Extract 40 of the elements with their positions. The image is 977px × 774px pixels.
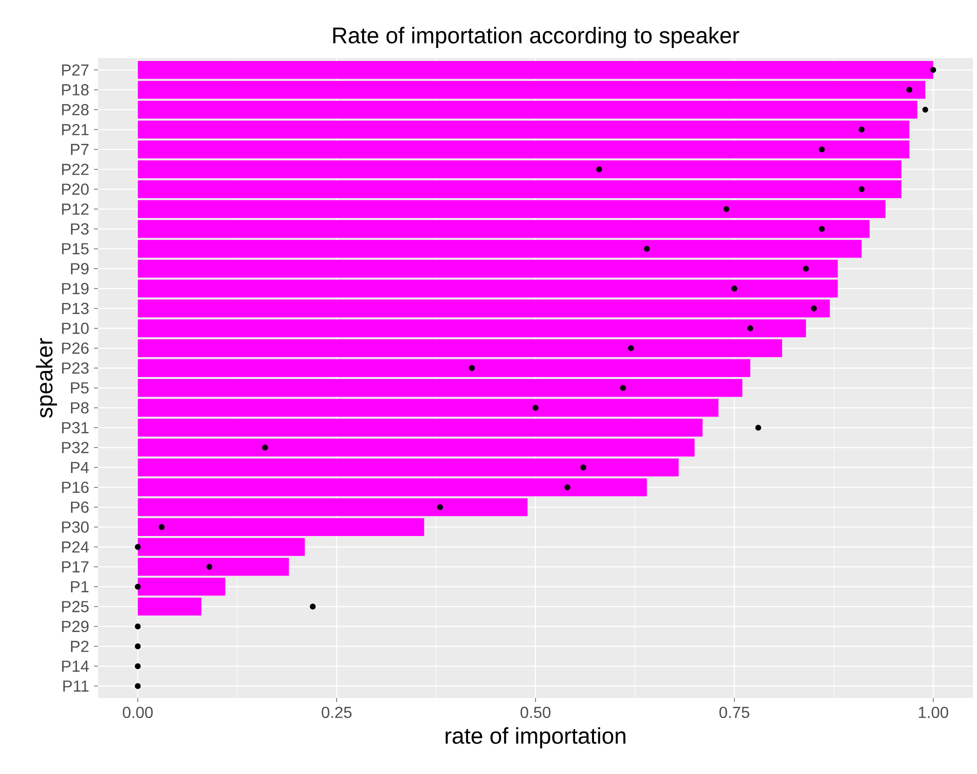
x-tick-label: 0.00	[122, 706, 153, 718]
y-tick-label: P10	[62, 322, 89, 334]
y-tick-label: P18	[62, 84, 89, 96]
y-tick-label: P20	[62, 184, 89, 195]
y-tick-label: P29	[62, 620, 89, 632]
y-tick-label: P31	[62, 422, 89, 434]
y-tick-label: P5	[71, 382, 89, 394]
y-tick-label: P28	[62, 104, 89, 116]
y-tick-label: P4	[71, 462, 89, 473]
x-tick-label: 1.00	[918, 706, 948, 718]
y-tick-label: P9	[71, 263, 89, 274]
y-tick-label: P13	[62, 302, 89, 314]
y-tick-label: P26	[62, 342, 89, 354]
y-tick-label: P27	[62, 64, 88, 76]
y-tick-label: P25	[62, 600, 89, 612]
y-tick-label: P14	[62, 660, 89, 672]
x-axis-title: rate of importation	[446, 727, 626, 748]
y-tick-label: P11	[63, 680, 89, 692]
y-tick-label: P12	[62, 203, 88, 215]
y-tick-label: P8	[71, 402, 89, 414]
y-tick-label: P19	[62, 282, 89, 294]
y-tick-label: P15	[62, 243, 89, 254]
x-tick-label: 0.75	[719, 706, 750, 718]
y-tick-label: P24	[62, 541, 89, 553]
y-tick-label: P32	[62, 442, 88, 454]
y-axis-title: speaker	[36, 338, 58, 418]
x-tick-label: 0.50	[520, 706, 550, 718]
y-tick-label: P17	[62, 561, 88, 572]
chart-title: Rate of importation according to speaker	[333, 26, 740, 48]
y-tick-label: P1	[71, 581, 89, 592]
y-tick-label: P6	[71, 502, 89, 513]
y-tick-label: P30	[62, 521, 89, 533]
y-tick-label: P2	[71, 640, 88, 652]
y-tick-label: P16	[62, 482, 89, 493]
y-tick-label: P21	[62, 124, 89, 136]
y-tick-label: P23	[62, 362, 89, 374]
x-tick-label: 0.25	[322, 706, 352, 718]
y-tick-label: P22	[62, 164, 88, 175]
y-tick-label: P7	[71, 144, 88, 155]
y-tick-label: P3	[71, 223, 89, 235]
